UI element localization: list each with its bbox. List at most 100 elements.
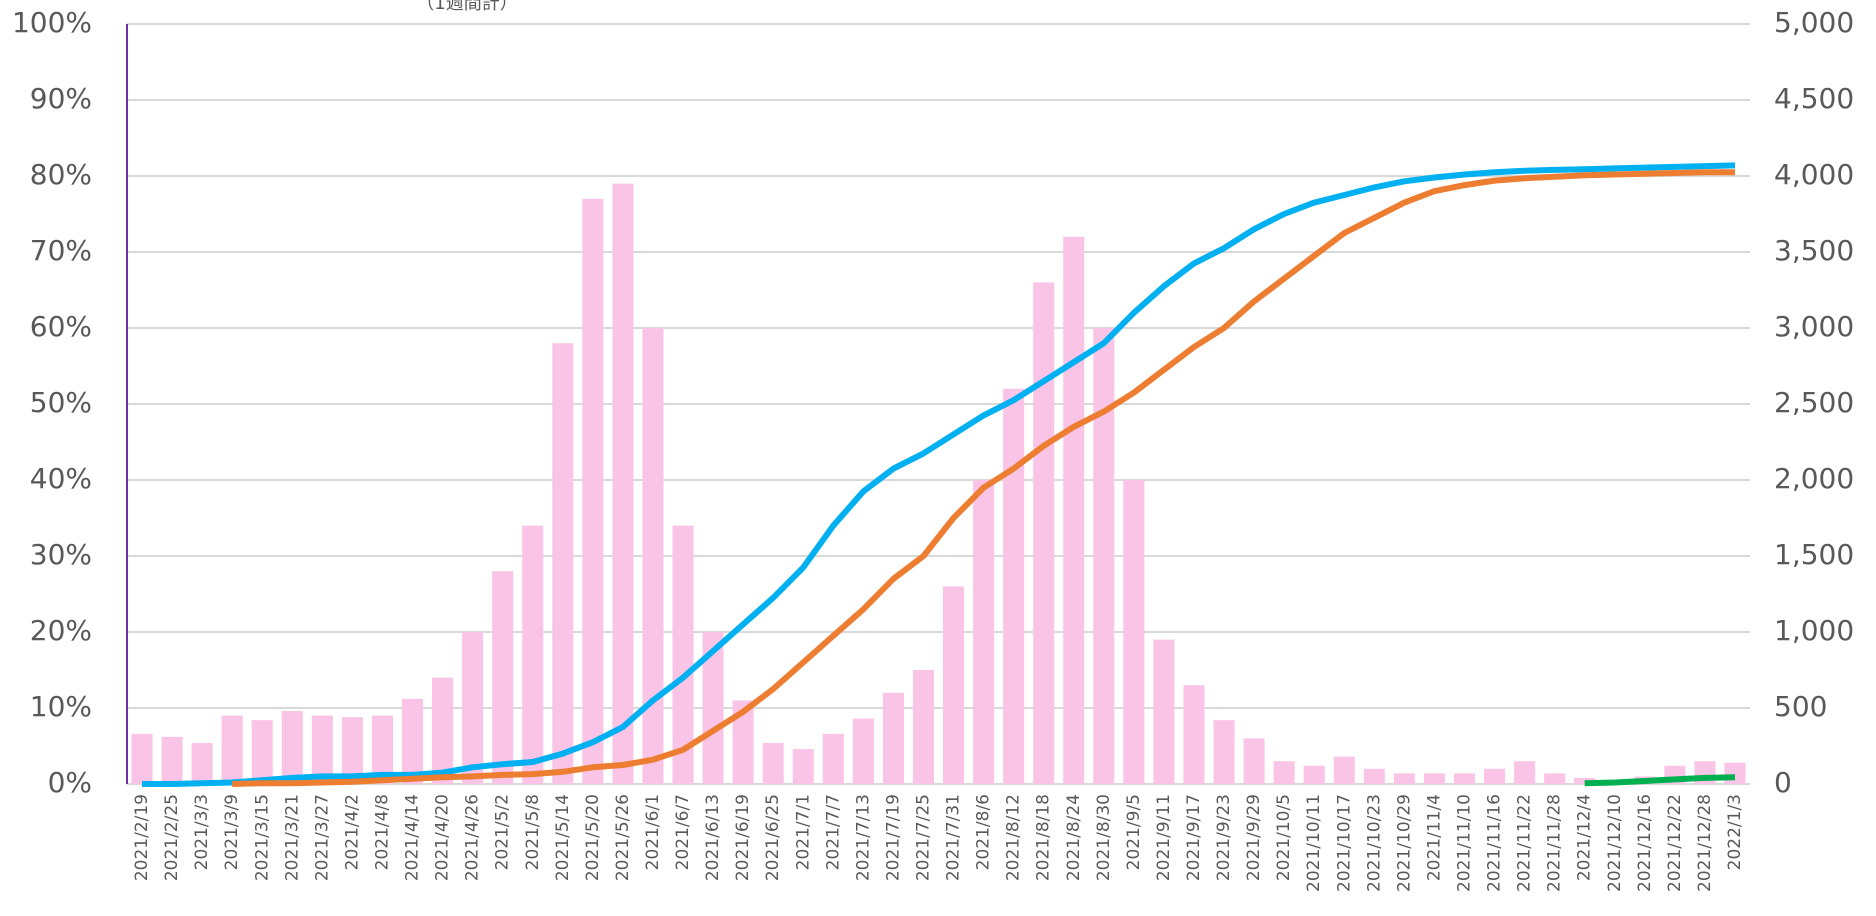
bar bbox=[161, 736, 183, 784]
x-tick-label: 2021/9/17 bbox=[1184, 794, 1204, 881]
y2-tick-label: 5,000 bbox=[1774, 6, 1854, 39]
line bbox=[1584, 774, 1736, 787]
x-tick-label: 2021/11/4 bbox=[1424, 794, 1444, 881]
x-tick-label: 2021/3/21 bbox=[282, 794, 302, 881]
y2-tick-label: 1,500 bbox=[1774, 538, 1854, 571]
x-tick-label: 2021/4/2 bbox=[342, 794, 362, 870]
x-tick-label: 2021/8/24 bbox=[1064, 794, 1084, 881]
bar bbox=[251, 720, 273, 784]
y-tick-label: 60% bbox=[30, 310, 92, 343]
x-tick-label: 2021/7/1 bbox=[793, 794, 813, 870]
bar bbox=[1303, 765, 1325, 784]
bar bbox=[1183, 685, 1205, 784]
y-tick-label: 20% bbox=[30, 614, 92, 647]
x-tick-label: 2021/2/19 bbox=[132, 794, 152, 881]
bar bbox=[131, 733, 153, 784]
x-tick-label: 2021/12/16 bbox=[1635, 794, 1655, 892]
bar bbox=[642, 328, 664, 784]
x-tick-label: 2021/10/17 bbox=[1334, 794, 1354, 892]
x-tick-label: 2021/10/23 bbox=[1364, 794, 1384, 892]
bar bbox=[912, 670, 934, 784]
x-tick-label: 2021/7/13 bbox=[853, 794, 873, 881]
x-tick-label: 2021/3/3 bbox=[192, 794, 212, 870]
x-tick-label: 2021/12/28 bbox=[1695, 794, 1715, 892]
bar bbox=[1003, 388, 1025, 784]
bar bbox=[702, 632, 724, 784]
x-tick-label: 2021/4/14 bbox=[403, 794, 423, 881]
bar bbox=[552, 343, 574, 784]
x-tick-label: 2021/6/13 bbox=[703, 794, 723, 881]
x-tick-label: 2021/11/28 bbox=[1545, 794, 1565, 892]
line bbox=[232, 169, 1735, 787]
bar bbox=[1453, 773, 1475, 784]
bar bbox=[1423, 773, 1445, 784]
x-tick-label: 2021/3/27 bbox=[312, 794, 332, 881]
y2-tick-label: 3,000 bbox=[1774, 310, 1854, 343]
x-tick-label: 2021/4/8 bbox=[372, 794, 392, 870]
y2-tick-label: 4,500 bbox=[1774, 82, 1854, 115]
x-tick-label: 2021/5/26 bbox=[613, 794, 633, 881]
bar bbox=[191, 742, 213, 784]
bar bbox=[582, 198, 604, 785]
x-tick-label: 2021/8/30 bbox=[1094, 794, 1114, 881]
x-tick-label: 2021/10/5 bbox=[1274, 794, 1294, 881]
x-tick-label: 2021/7/19 bbox=[883, 794, 903, 881]
x-tick-label: 2021/7/7 bbox=[823, 794, 843, 870]
bar bbox=[1063, 236, 1085, 785]
y-tick-label: 80% bbox=[30, 158, 92, 191]
y-tick-label: 100% bbox=[12, 6, 92, 39]
y2-tick-label: 500 bbox=[1774, 690, 1827, 723]
y2-tick-label: 3,500 bbox=[1774, 234, 1854, 267]
line bbox=[142, 162, 1736, 787]
y-tick-label: 50% bbox=[30, 386, 92, 419]
x-tick-label: 2021/10/11 bbox=[1304, 794, 1324, 892]
bar bbox=[732, 700, 754, 784]
bar bbox=[792, 749, 814, 784]
bar bbox=[462, 632, 484, 784]
x-tick-label: 2021/9/29 bbox=[1244, 794, 1264, 881]
x-tick-label: 2021/12/10 bbox=[1605, 794, 1625, 892]
bar bbox=[882, 692, 904, 784]
x-tick-label: 2021/12/22 bbox=[1665, 794, 1685, 892]
bar bbox=[281, 711, 303, 784]
bar bbox=[1484, 768, 1506, 784]
y2-tick-label: 2,500 bbox=[1774, 386, 1854, 419]
y-tick-label: 0% bbox=[48, 766, 92, 799]
bar bbox=[762, 742, 784, 784]
bar bbox=[612, 183, 634, 785]
bar bbox=[1724, 762, 1746, 784]
bar bbox=[1393, 773, 1415, 784]
x-tick-label: 2021/4/26 bbox=[463, 794, 483, 881]
bar bbox=[522, 525, 544, 784]
bar bbox=[1093, 328, 1115, 784]
x-tick-label: 2021/7/31 bbox=[944, 794, 964, 881]
x-tick-label: 2021/8/12 bbox=[1004, 794, 1024, 881]
x-tick-label: 2021/3/15 bbox=[252, 794, 272, 881]
y2-tick-label: 4,000 bbox=[1774, 158, 1854, 191]
y2-tick-label: 1,000 bbox=[1774, 614, 1854, 647]
bar bbox=[1544, 773, 1566, 784]
y-tick-label: 70% bbox=[30, 234, 92, 267]
bar bbox=[822, 733, 844, 784]
x-tick-label: 2021/8/6 bbox=[974, 794, 994, 870]
bar bbox=[1213, 720, 1235, 784]
bar bbox=[1243, 738, 1265, 784]
x-tick-label: 2021/11/22 bbox=[1515, 794, 1535, 892]
bar bbox=[492, 571, 514, 784]
y2-tick-label: 2,000 bbox=[1774, 462, 1854, 495]
bar bbox=[1363, 768, 1385, 784]
y-tick-label: 40% bbox=[30, 462, 92, 495]
x-tick-label: 2021/3/9 bbox=[222, 794, 242, 870]
x-tick-label: 2021/5/20 bbox=[583, 794, 603, 881]
x-tick-label: 2021/9/11 bbox=[1154, 794, 1174, 881]
bar bbox=[341, 717, 363, 784]
x-tick-label: 2021/12/4 bbox=[1575, 794, 1595, 881]
x-tick-label: 2021/6/19 bbox=[733, 794, 753, 881]
x-tick-label: 2022/1/3 bbox=[1725, 794, 1745, 870]
bar bbox=[1033, 282, 1055, 784]
x-tick-label: 2021/2/25 bbox=[162, 794, 182, 881]
y-tick-label: 10% bbox=[30, 690, 92, 723]
bar bbox=[402, 698, 424, 784]
bar bbox=[432, 677, 454, 784]
